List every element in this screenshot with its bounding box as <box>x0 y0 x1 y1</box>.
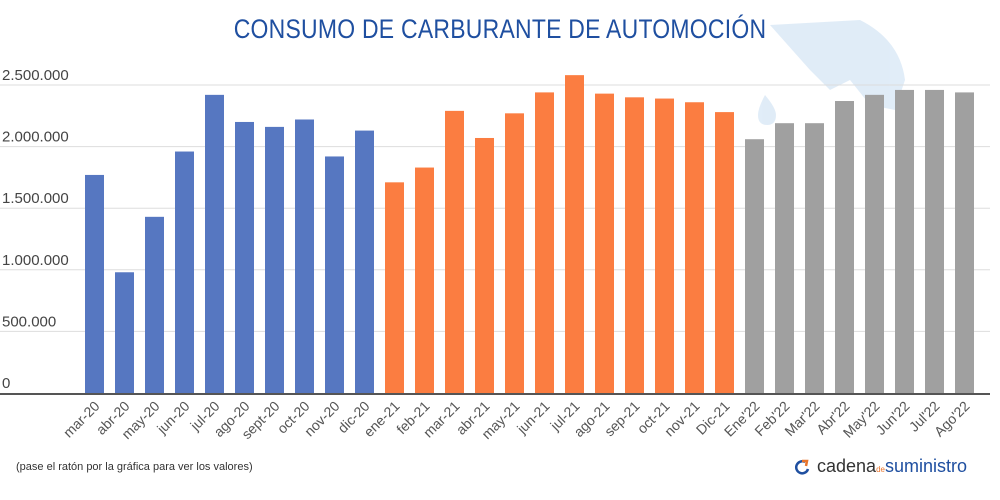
y-tick-label: 2.500.000 <box>2 67 69 84</box>
bar-ago-20[interactable] <box>235 121 254 394</box>
bar-oct-20[interactable] <box>295 119 314 393</box>
bar-jul-20[interactable] <box>205 94 224 393</box>
y-tick-label: 1.000.000 <box>2 252 69 269</box>
x-tick-label: Jun'22 <box>872 398 912 438</box>
bar-sept-20[interactable] <box>265 126 284 393</box>
bar-ago-21[interactable] <box>595 93 614 394</box>
bar-jul-21[interactable] <box>565 75 584 394</box>
bar-sep-21[interactable] <box>625 97 644 393</box>
bar-abr-21[interactable] <box>475 137 494 393</box>
bar-Jun'22[interactable] <box>895 89 914 393</box>
chart-title: CONSUMO DE CARBURANTE DE AUTOMOCIÓN <box>233 14 767 44</box>
bar-jun-21[interactable] <box>535 92 554 393</box>
x-tick-label: Mar'22 <box>781 398 822 439</box>
y-tick-label: 1.500.000 <box>2 190 69 207</box>
logo-text-suministro: suministro <box>884 456 967 476</box>
bar-feb-21[interactable] <box>415 167 434 393</box>
y-tick-label: 500.000 <box>2 313 56 330</box>
bar-may-21[interactable] <box>505 113 524 393</box>
bar-Abr'22[interactable] <box>835 101 854 394</box>
bar-dic-20[interactable] <box>355 130 374 394</box>
x-tick-label: mar-20 <box>60 398 103 441</box>
y-tick-label: 0 <box>2 375 10 392</box>
cadena-de-suministro-logo: cadena de suministro <box>793 456 967 477</box>
bar-Ago'22[interactable] <box>955 92 974 393</box>
bar-oct-21[interactable] <box>655 98 674 393</box>
x-tick-label: jun-20 <box>153 398 193 438</box>
bar-Ene'22[interactable] <box>745 139 764 393</box>
hover-hint-note: (pase el ratón por la gráfica para ver l… <box>16 461 253 473</box>
bar-Dic-21[interactable] <box>715 112 734 393</box>
bar-abr-20[interactable] <box>115 272 134 393</box>
logo-icon <box>795 459 810 475</box>
x-tick-label: jun-21 <box>513 398 553 438</box>
bar-Feb'22[interactable] <box>775 123 794 393</box>
bar-mar-21[interactable] <box>445 110 464 393</box>
bar-nov-21[interactable] <box>685 102 704 394</box>
bar-May'22[interactable] <box>865 94 884 393</box>
bar-Jul'22[interactable] <box>925 89 944 393</box>
y-tick-label: 2.000.000 <box>2 129 69 146</box>
logo-text-de: de <box>876 465 885 474</box>
bar-may-20[interactable] <box>145 216 164 393</box>
bar-Mar'22[interactable] <box>805 123 824 393</box>
bar-ene-21[interactable] <box>385 182 404 393</box>
logo-text-cadena: cadena <box>817 456 877 476</box>
bar-jun-20[interactable] <box>175 151 194 393</box>
bar-mar-20[interactable] <box>85 174 104 393</box>
bar-nov-20[interactable] <box>325 156 344 393</box>
fuel-pump-watermark-icon <box>758 20 905 125</box>
bar-chart[interactable]: mar-20abr-20may-20jun-20jul-20ago-20sept… <box>0 0 1000 460</box>
